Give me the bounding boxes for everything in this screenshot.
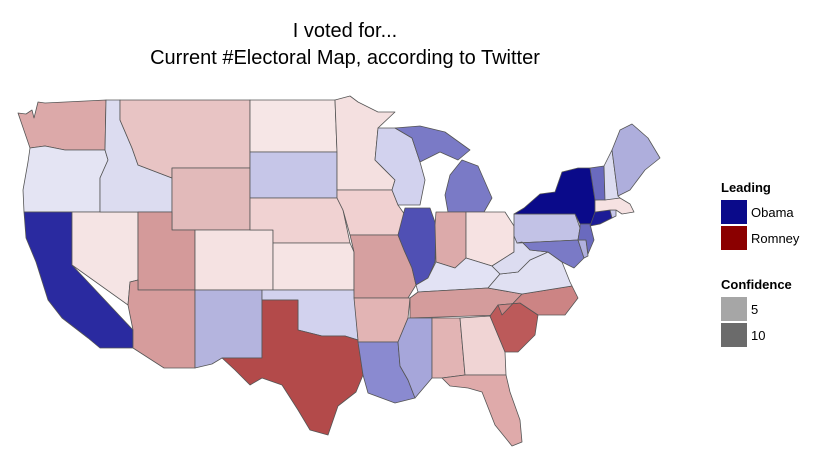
- state-michigan: [394, 125, 493, 213]
- legend-swatch-confidence-10: [721, 323, 747, 347]
- state-texas: [221, 299, 364, 436]
- legend-swatch-confidence-5: [721, 297, 747, 321]
- state-massachusetts: [594, 197, 635, 215]
- legend-item-romney: Romney: [721, 225, 821, 251]
- legend-label-confidence-10: 10: [751, 327, 766, 343]
- state-wyoming: [171, 167, 251, 231]
- us-electoral-map: [17, 95, 661, 447]
- legend-item-confidence-5: 5: [721, 296, 821, 322]
- state-pennsylvania: [513, 213, 581, 244]
- title-line-1: I voted for...: [292, 20, 398, 42]
- state-colorado: [194, 229, 274, 291]
- state-oregon: [22, 145, 109, 213]
- state-north-dakota: [249, 99, 338, 153]
- state-kansas: [272, 242, 355, 291]
- legend-confidence-title: Confidence: [721, 277, 792, 292]
- title-line-2: Current #Electoral Map, according to Twi…: [150, 47, 540, 69]
- legend-label-romney: Romney: [751, 230, 800, 246]
- state-washington: [17, 99, 107, 151]
- state-florida: [441, 374, 523, 447]
- legend-swatch-obama: [721, 200, 747, 224]
- state-georgia: [459, 315, 507, 376]
- legend-swatch-romney: [721, 226, 747, 250]
- state-indiana: [434, 211, 467, 269]
- chart-title: I voted for... Current #Electoral Map, a…: [0, 18, 690, 72]
- legend-leading-title: Leading: [721, 180, 771, 195]
- state-new-jersey: [577, 223, 595, 255]
- legend-label-confidence-5: 5: [751, 301, 759, 317]
- state-alabama: [431, 317, 466, 379]
- legend: Leading Obama Romney Confidence 5 10: [721, 180, 821, 348]
- legend-item-confidence-10: 10: [721, 322, 821, 348]
- state-arizona: [127, 279, 196, 369]
- legend-item-obama: Obama: [721, 199, 821, 225]
- state-new-hampshire: [603, 149, 621, 201]
- state-new-mexico: [194, 289, 263, 369]
- legend-label-obama: Obama: [751, 204, 794, 220]
- state-maine: [611, 123, 661, 197]
- state-south-dakota: [249, 151, 338, 199]
